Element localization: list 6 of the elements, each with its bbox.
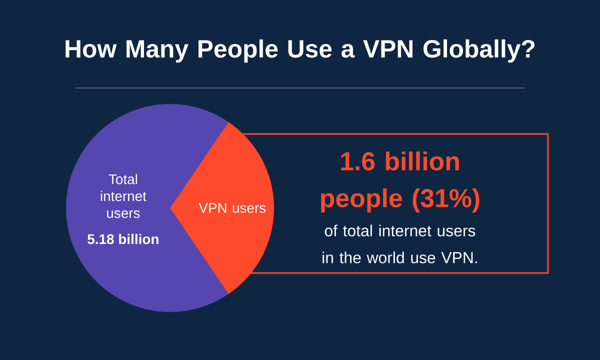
slice-label: VPN users xyxy=(198,203,266,213)
slice-label: Total internet users xyxy=(100,174,146,218)
text: 1.6 billion people (31%) xyxy=(321,152,480,212)
text: 5.18 billion xyxy=(88,234,158,244)
text: of total internet users in the world use VPN. xyxy=(322,224,477,264)
chart-title: How Many People Use a VPN Globally? xyxy=(66,39,535,63)
